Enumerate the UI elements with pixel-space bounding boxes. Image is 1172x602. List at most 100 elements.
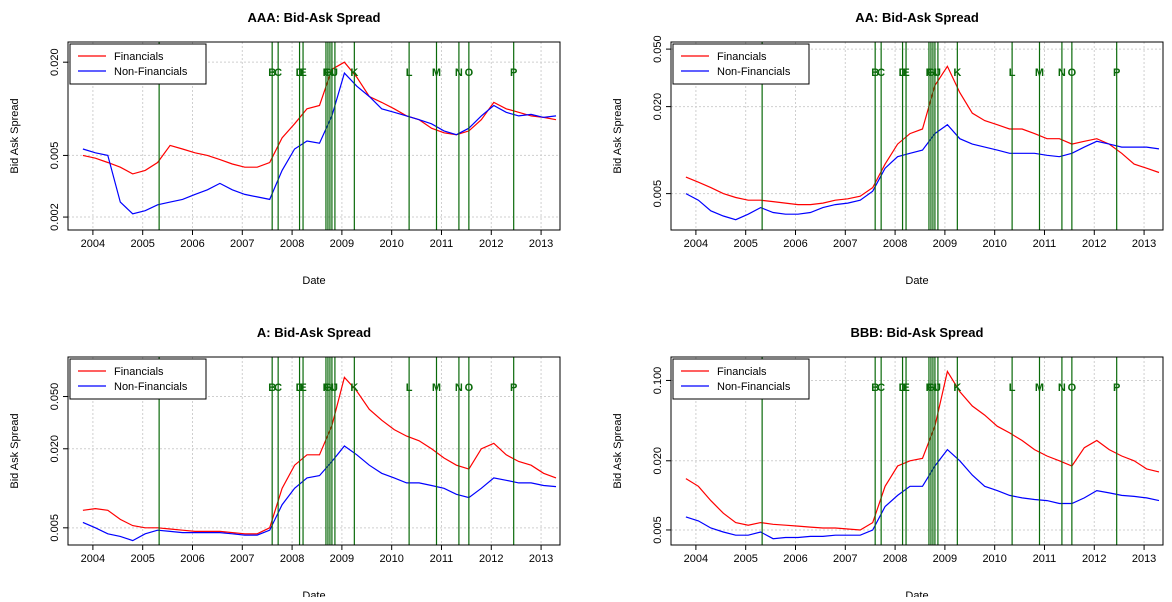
event-label: O bbox=[1068, 382, 1077, 394]
y-axis-label: Bid Ask Spread bbox=[9, 413, 21, 488]
event-label: G bbox=[324, 382, 333, 394]
event-label: O bbox=[465, 67, 474, 79]
event-label: B bbox=[871, 67, 879, 79]
event-label: C bbox=[274, 382, 282, 394]
event-label: E bbox=[902, 67, 909, 79]
x-tick-label: 2006 bbox=[783, 553, 807, 565]
plot-frame bbox=[67, 356, 561, 546]
x-tick-label: 2008 bbox=[280, 238, 304, 250]
series-line bbox=[82, 61, 557, 175]
y-tick-label: 0.050 bbox=[652, 35, 664, 63]
event-label: E bbox=[902, 382, 909, 394]
x-tick-label: 2009 bbox=[933, 553, 957, 565]
event-label: N bbox=[455, 67, 463, 79]
event-label: L bbox=[406, 382, 413, 394]
event-label: P bbox=[1113, 382, 1120, 394]
x-tick-label: 2010 bbox=[379, 238, 403, 250]
event-label: M bbox=[1035, 67, 1044, 79]
event-label: I bbox=[330, 382, 333, 394]
chart-title: A: Bid-Ask Spread bbox=[257, 325, 371, 340]
x-tick-label: 2004 bbox=[81, 238, 105, 250]
event-label: D bbox=[296, 382, 304, 394]
y-tick-label: 0.100 bbox=[652, 367, 664, 395]
legend-label: Non-Financials bbox=[114, 66, 188, 78]
event-label: N bbox=[455, 382, 463, 394]
panel: BBB: Bid-Ask Spread Date Bid Ask Spread 200… bbox=[612, 325, 1164, 602]
x-tick-label: 2004 bbox=[684, 238, 708, 250]
x-axis-label: Date bbox=[302, 275, 325, 287]
x-tick-label: 2010 bbox=[982, 553, 1006, 565]
event-label: I bbox=[330, 67, 333, 79]
y-tick-label: 0.005 bbox=[652, 180, 664, 208]
legend-label: Non-Financials bbox=[114, 381, 188, 393]
x-tick-label: 2006 bbox=[180, 553, 204, 565]
event-label: H bbox=[929, 67, 937, 79]
x-tick-label: 2011 bbox=[1033, 553, 1057, 565]
event-label: O bbox=[465, 382, 474, 394]
y-tick-label: 0.020 bbox=[49, 435, 61, 463]
event-label: B bbox=[871, 382, 879, 394]
event-label: J bbox=[935, 382, 941, 394]
plot-frame bbox=[670, 41, 1164, 231]
x-tick-label: 2004 bbox=[81, 553, 105, 565]
event-label: M bbox=[1035, 382, 1044, 394]
x-tick-label: 2013 bbox=[529, 238, 553, 250]
event-label: F bbox=[926, 67, 933, 79]
event-label: H bbox=[326, 67, 334, 79]
x-tick-label: 2007 bbox=[230, 238, 254, 250]
x-tick-label: 2011 bbox=[430, 238, 454, 250]
x-tick-label: 2005 bbox=[130, 553, 154, 565]
x-tick-label: 2013 bbox=[1132, 238, 1156, 250]
x-tick-label: 2005 bbox=[733, 553, 757, 565]
y-tick-label: 0.005 bbox=[49, 514, 61, 542]
x-tick-label: 2011 bbox=[1033, 238, 1057, 250]
event-label: C bbox=[274, 67, 282, 79]
x-tick-label: 2012 bbox=[1082, 238, 1106, 250]
event-label: G bbox=[324, 67, 333, 79]
event-label: P bbox=[510, 67, 517, 79]
legend-box bbox=[69, 358, 207, 400]
event-label: K bbox=[350, 382, 358, 394]
x-tick-label: 2012 bbox=[479, 238, 503, 250]
x-tick-label: 2010 bbox=[982, 238, 1006, 250]
event-label: N bbox=[1058, 382, 1066, 394]
x-tick-label: 2013 bbox=[1132, 553, 1156, 565]
event-label: I bbox=[933, 67, 936, 79]
y-axis-label: Bid Ask Spread bbox=[9, 98, 21, 173]
event-label: B bbox=[268, 67, 276, 79]
event-label: L bbox=[1009, 67, 1016, 79]
event-label: P bbox=[1113, 67, 1120, 79]
x-tick-label: 2012 bbox=[479, 553, 503, 565]
event-label: M bbox=[432, 67, 441, 79]
event-label: E bbox=[299, 382, 306, 394]
event-label: F bbox=[323, 67, 330, 79]
y-axis-label: Bid Ask Spread bbox=[612, 98, 624, 173]
series-line bbox=[685, 65, 1160, 206]
event-label: C bbox=[877, 382, 885, 394]
x-tick-label: 2008 bbox=[883, 553, 907, 565]
chart-title: AA: Bid-Ask Spread bbox=[855, 10, 979, 25]
event-label: L bbox=[1009, 382, 1016, 394]
event-label: F bbox=[323, 382, 330, 394]
event-label: O bbox=[1068, 67, 1077, 79]
x-tick-label: 2008 bbox=[883, 238, 907, 250]
event-label: I bbox=[933, 382, 936, 394]
x-tick-label: 2012 bbox=[1082, 553, 1106, 565]
event-label: J bbox=[332, 382, 338, 394]
chart-title: AAA: Bid-Ask Spread bbox=[248, 10, 381, 25]
x-axis-label: Date bbox=[302, 590, 325, 597]
y-tick-label: 0.005 bbox=[49, 142, 61, 170]
legend-box bbox=[672, 358, 810, 400]
legend-label: Financials bbox=[114, 51, 164, 63]
event-label: G bbox=[927, 67, 936, 79]
legend-label: Financials bbox=[717, 51, 767, 63]
series-line bbox=[82, 376, 557, 535]
series-line bbox=[82, 445, 557, 542]
event-label: D bbox=[899, 67, 907, 79]
legend-box bbox=[672, 43, 810, 85]
x-tick-label: 2011 bbox=[430, 553, 454, 565]
x-tick-label: 2005 bbox=[130, 238, 154, 250]
x-tick-label: 2009 bbox=[330, 553, 354, 565]
series-line bbox=[82, 71, 557, 215]
